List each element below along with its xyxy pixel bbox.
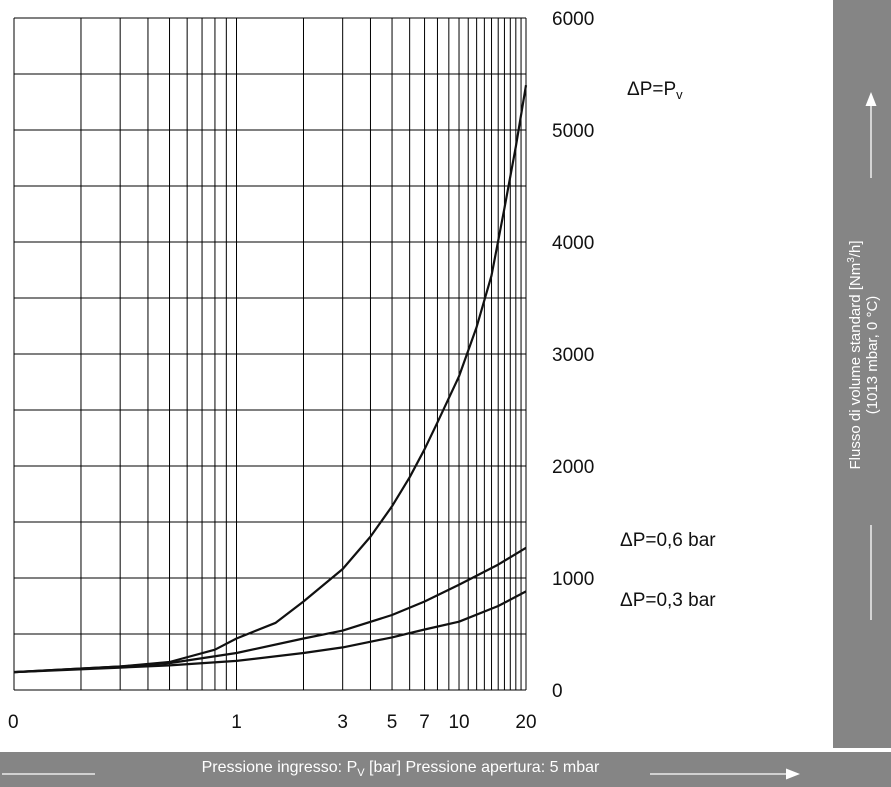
x-tick-labels: 0 1 3 5 7 10 20: [8, 712, 537, 733]
y-axis-title-line1: Flusso di volume standard [Nm3/h]: [846, 240, 864, 470]
series-line-1: [13, 546, 527, 674]
y-tick-label: 4000: [552, 233, 594, 254]
y-tick-label: 1000: [552, 569, 594, 590]
y-tick-label: 3000: [552, 345, 594, 366]
series-line-0: [13, 85, 528, 674]
x-axis-panel: [0, 752, 891, 787]
y-tick-label: 2000: [552, 457, 594, 478]
x-tick-label: 5: [387, 712, 398, 733]
chart-grid: [13, 17, 527, 691]
y-axis-title: Flusso di volume standard [Nm3/h] (1013 …: [843, 241, 881, 470]
x-axis-title: Pressione ingresso: PV [bar] Pressione a…: [201, 759, 600, 780]
y-tick-label: 0: [552, 681, 563, 702]
x-tick-label: 7: [419, 712, 430, 733]
y-axis-title-line2: (1013 mbar, 0 °C): [864, 295, 881, 415]
x-tick-label: 3: [337, 712, 348, 733]
y-tick-label: 5000: [552, 121, 594, 142]
x-tick-label: 10: [448, 712, 469, 733]
chart-curves: [13, 85, 528, 674]
y-tick-label: 6000: [552, 9, 594, 30]
x-tick-label: 20: [515, 712, 536, 733]
curve-label-dp-0-6-bar: ΔP=0,6 bar: [620, 530, 716, 551]
curve-label-dp-0-3-bar: ΔP=0,3 bar: [620, 590, 716, 611]
y-tick-labels: 0 1000 2000 3000 4000 5000 6000: [552, 9, 594, 702]
x-tick-label: 1: [231, 712, 242, 733]
x-tick-label: 0: [8, 712, 19, 733]
series-line-2: [13, 590, 527, 674]
curve-labels: ΔP=Pv ΔP=0,6 bar ΔP=0,3 bar: [620, 79, 716, 611]
y-axis-panel: [833, 0, 891, 748]
curve-label-dp-pv: ΔP=Pv: [627, 79, 683, 102]
